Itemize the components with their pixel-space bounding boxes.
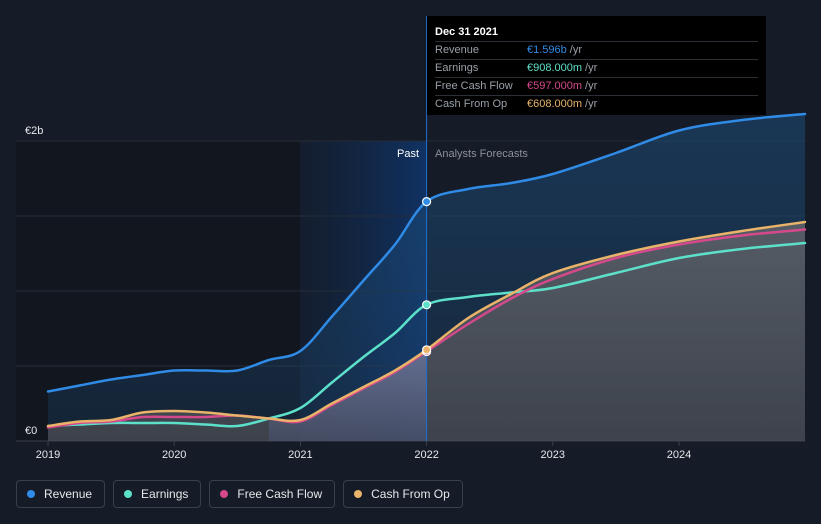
past-label: Past	[397, 148, 419, 160]
legend-item-free-cash-flow[interactable]: Free Cash Flow	[209, 480, 336, 508]
x-tick-label: 2022	[414, 449, 438, 461]
tooltip-unit: /yr	[569, 44, 582, 56]
series-line-free-cash-flow	[46, 228, 807, 429]
series-line-earnings	[46, 241, 807, 428]
tooltip-row-earnings: Earnings €908.000m /yr	[435, 59, 758, 77]
x-tick-label: 2023	[541, 449, 565, 461]
x-tick-label: 2021	[288, 449, 312, 461]
tooltip: Dec 31 2021 Revenue €1.596b /yr Earnings…	[427, 16, 766, 115]
legend-dot-icon	[27, 490, 35, 498]
forecast-label: Analysts Forecasts	[435, 148, 528, 160]
series-line-cash-from-op	[46, 220, 807, 428]
y-tick-bottom: €0	[25, 425, 37, 437]
x-tick-label: 2024	[667, 449, 691, 461]
legend: Revenue Earnings Free Cash Flow Cash Fro…	[16, 480, 463, 508]
tooltip-label: Revenue	[435, 44, 480, 56]
tooltip-row-cash-from-op: Cash From Op €608.000m /yr	[435, 95, 758, 113]
marker-revenue	[422, 197, 432, 207]
x-axis: 2019 2020 2021 2022 2023 2024	[36, 441, 691, 461]
tooltip-unit: /yr	[585, 62, 598, 74]
tooltip-value: €908.000m	[527, 62, 583, 74]
markers	[422, 197, 432, 357]
tooltip-value: €1.596b	[527, 44, 567, 56]
x-tick-label: 2020	[162, 449, 186, 461]
tooltip-value: €597.000m	[527, 80, 583, 92]
legend-dot-icon	[220, 490, 229, 498]
legend-label: Earnings	[141, 487, 189, 501]
tooltip-unit: /yr	[585, 80, 598, 92]
legend-label: Free Cash Flow	[237, 487, 323, 501]
marker-cash-from-op	[422, 345, 432, 355]
legend-label: Cash From Op	[371, 487, 450, 501]
chart: €2b €0 Past Analysts Forecasts 2019 2020 2…	[16, 16, 807, 461]
tooltip-row-free-cash-flow: Free Cash Flow €597.000m /yr	[435, 77, 758, 95]
tooltip-label: Earnings	[435, 62, 479, 74]
legend-item-earnings[interactable]: Earnings	[113, 480, 202, 508]
tooltip-row-revenue: Revenue €1.596b /yr	[435, 41, 758, 59]
x-tick-label: 2019	[36, 449, 60, 461]
legend-item-revenue[interactable]: Revenue	[16, 480, 106, 508]
series-line-revenue	[46, 112, 807, 393]
lines	[46, 112, 807, 429]
legend-label: Revenue	[44, 487, 93, 501]
marker-earnings	[422, 300, 432, 310]
legend-item-cash-from-op[interactable]: Cash From Op	[343, 480, 463, 508]
tooltip-unit: /yr	[585, 98, 598, 110]
legend-dot-icon	[354, 490, 363, 498]
tooltip-label: Free Cash Flow	[435, 80, 513, 92]
tooltip-label: Cash From Op	[435, 98, 508, 110]
tooltip-date: Dec 31 2021	[435, 26, 498, 38]
y-tick-top: €2b	[25, 125, 43, 137]
cash-from-op-area	[48, 222, 805, 441]
legend-dot-icon	[124, 490, 133, 498]
tooltip-value: €608.000m	[527, 98, 583, 110]
